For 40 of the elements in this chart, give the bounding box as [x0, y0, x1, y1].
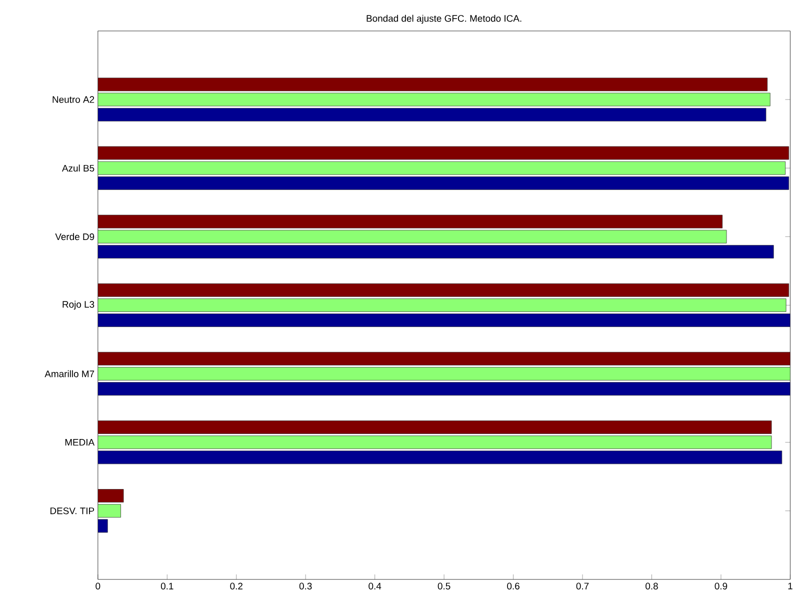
- x-tick-label: 1: [788, 582, 792, 590]
- bar: [98, 146, 790, 160]
- bar: [98, 488, 124, 502]
- bar: [98, 230, 727, 244]
- y-tick-label: Amarillo M7: [44, 370, 94, 378]
- chart-title: Bondad del ajuste GFC. Metodo ICA.: [366, 14, 522, 24]
- y-tick-label: Rojo L3: [62, 300, 94, 310]
- bar: [98, 78, 768, 91]
- bar: [98, 283, 790, 297]
- bar: [98, 161, 786, 175]
- x-tick-label: 0.8: [646, 582, 658, 590]
- bar: [98, 214, 723, 228]
- y-tick-label: DESV. TIP: [50, 507, 94, 514]
- bar: [98, 382, 790, 396]
- x-tick-label: 0.4: [368, 582, 382, 590]
- y-tick-label: Neutro A2: [52, 96, 94, 103]
- bar: [98, 366, 790, 380]
- bar: [98, 244, 774, 258]
- bar: [98, 298, 786, 312]
- bar: [98, 450, 782, 464]
- bar: [98, 504, 121, 518]
- x-tick-label: 0.1: [160, 582, 174, 590]
- x-tick-label: 0.6: [507, 582, 520, 590]
- bar: [98, 435, 772, 449]
- y-tick-label: Verde D9: [55, 232, 94, 240]
- x-tick-label: 0.5: [438, 582, 450, 590]
- y-tick-label: MEDIA: [65, 438, 95, 446]
- x-tick-label: 0.7: [576, 582, 589, 590]
- bar: [98, 352, 790, 366]
- bar: [98, 92, 770, 106]
- y-tick-label: Azul B5: [62, 164, 94, 172]
- bar: [98, 519, 108, 532]
- bar: [98, 313, 790, 327]
- bar: [98, 420, 772, 434]
- x-tick-label: 0.2: [230, 582, 242, 590]
- x-tick-label: 0.3: [299, 582, 312, 590]
- bar: [98, 108, 766, 122]
- x-tick-label: 0.9: [714, 582, 728, 590]
- bar: [98, 176, 790, 190]
- x-tick-label: 0: [96, 582, 100, 590]
